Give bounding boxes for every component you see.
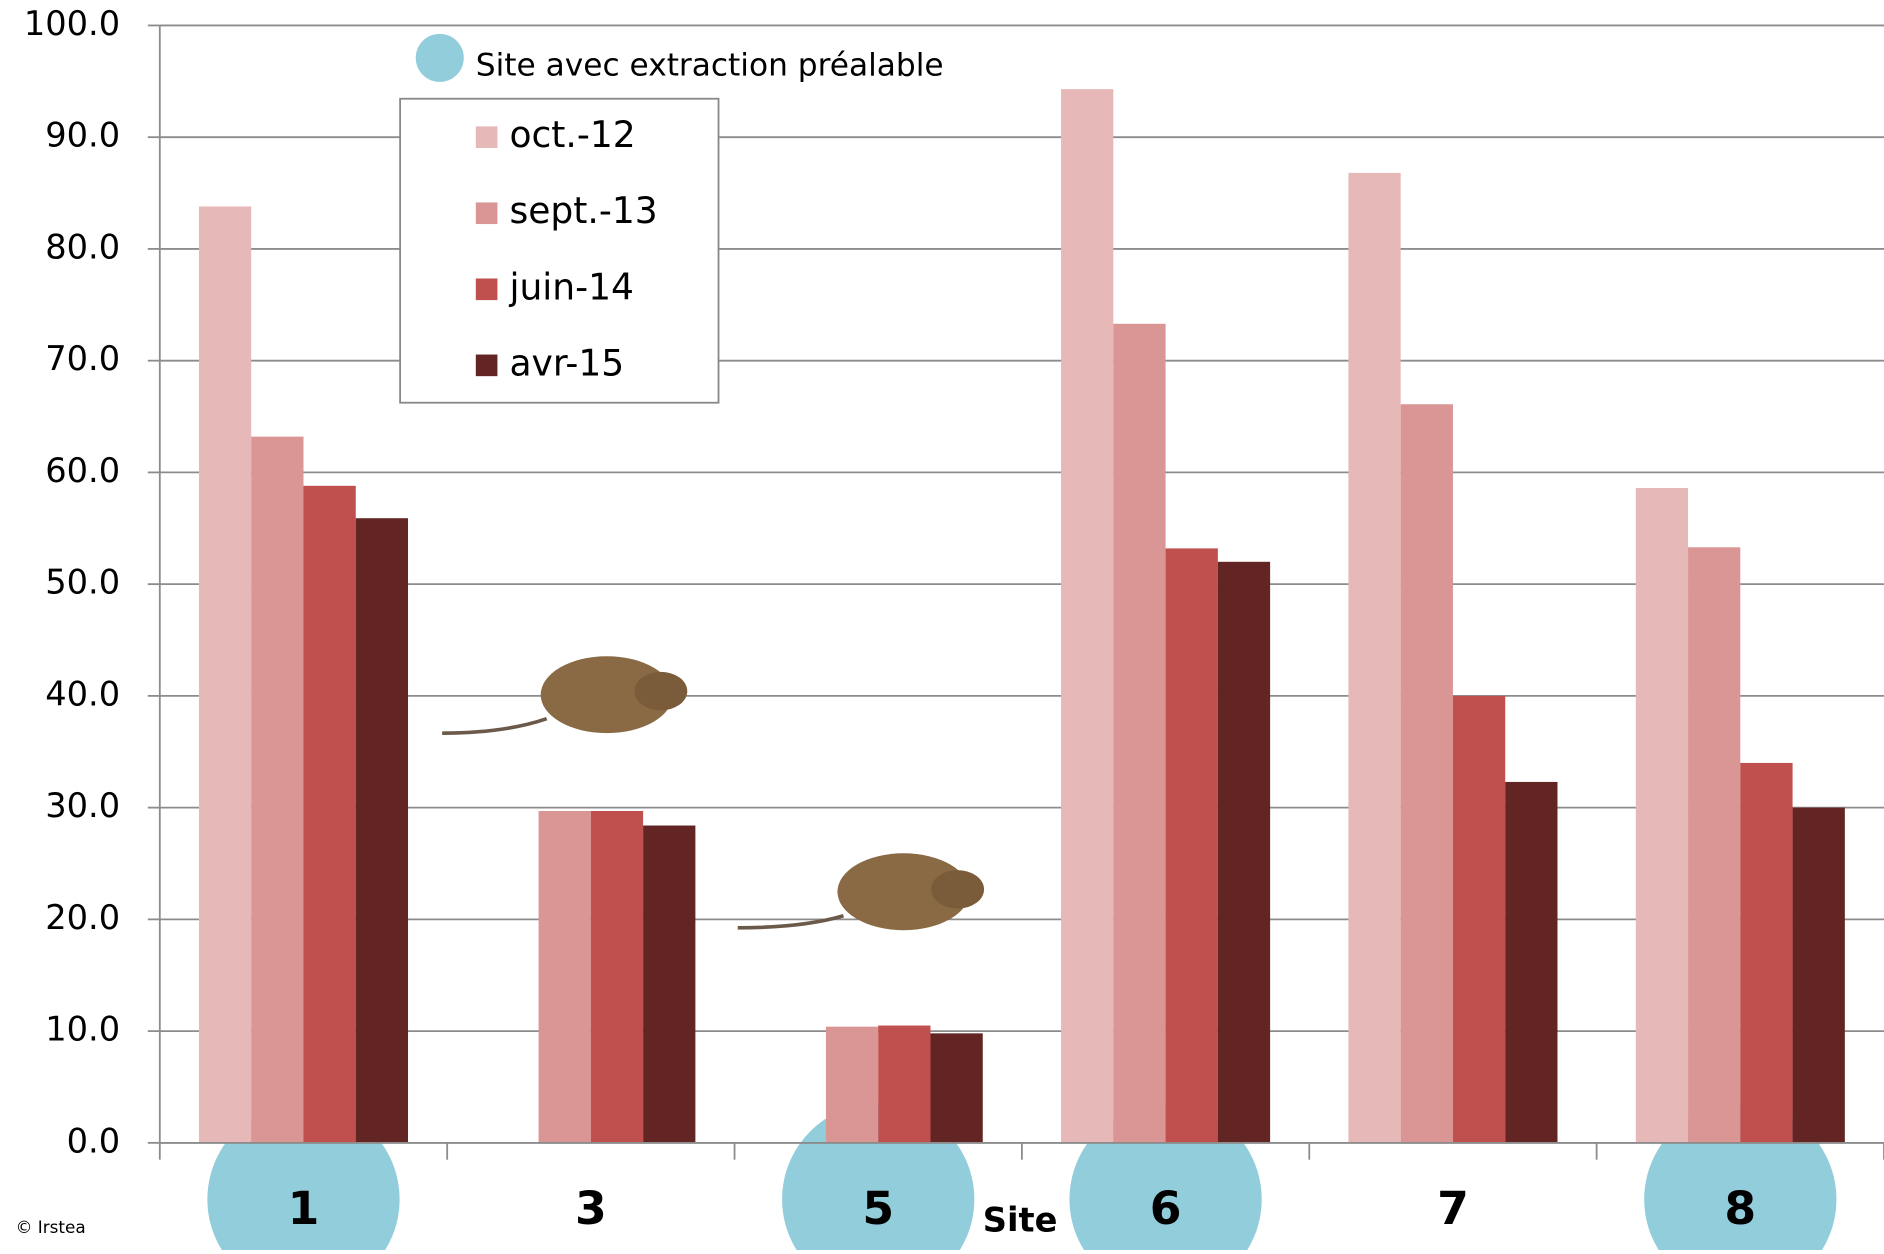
y-tick-label: 60.0 <box>45 451 120 490</box>
bar <box>1792 807 1845 1143</box>
x-tick-label: 3 <box>575 1182 607 1235</box>
highlight-label: Site avec extraction préalable <box>476 47 944 83</box>
bar <box>1400 404 1453 1143</box>
bar <box>251 436 304 1143</box>
bar <box>643 825 696 1143</box>
bar <box>1740 762 1793 1143</box>
x-tick-label: 5 <box>862 1182 894 1235</box>
bar <box>1061 89 1114 1143</box>
bar <box>878 1025 931 1143</box>
bar <box>1113 323 1166 1143</box>
legend-label: avr-15 <box>509 343 624 384</box>
x-tick-label: 1 <box>288 1182 320 1235</box>
y-tick-label: 10.0 <box>45 1010 120 1049</box>
bar <box>1348 172 1401 1143</box>
y-tick-label: 20.0 <box>45 898 120 937</box>
bar <box>1688 547 1741 1143</box>
y-tick-label: 90.0 <box>45 116 120 155</box>
bar <box>1505 781 1558 1143</box>
bar <box>1165 548 1218 1143</box>
bar <box>930 1033 983 1143</box>
bar <box>538 810 591 1143</box>
bar <box>1217 561 1271 1143</box>
y-tick-label: 50.0 <box>45 563 120 602</box>
bar <box>1452 695 1506 1143</box>
bar <box>303 485 356 1143</box>
highlight-legend-marker <box>415 33 464 82</box>
legend-swatch <box>475 126 498 148</box>
legend-swatch <box>475 278 498 301</box>
legend-label: oct.-12 <box>509 115 635 156</box>
x-tick-label: 8 <box>1724 1182 1756 1235</box>
rodent <box>737 853 985 931</box>
y-tick-label: 0.0 <box>67 1121 120 1160</box>
rodent <box>442 656 688 735</box>
legend-label: sept.-13 <box>509 191 657 232</box>
x-tick-label: 6 <box>1150 1182 1182 1235</box>
y-tick-label: 70.0 <box>45 339 120 378</box>
y-tick-label: 100.0 <box>24 4 120 43</box>
x-axis-label: Site <box>983 1201 1058 1240</box>
y-tick-label: 80.0 <box>45 227 120 266</box>
y-tick-label: 30.0 <box>45 786 120 825</box>
legend-box <box>399 97 720 404</box>
bar <box>198 206 252 1143</box>
bar <box>590 810 644 1143</box>
x-tick-label: 7 <box>1437 1182 1469 1235</box>
credit: © Irstea <box>16 1217 86 1237</box>
y-tick-label: 40.0 <box>45 674 120 713</box>
bar <box>355 518 409 1143</box>
legend-swatch <box>475 202 498 225</box>
bar <box>1635 488 1689 1143</box>
legend-swatch <box>475 354 498 377</box>
bar <box>825 1026 879 1143</box>
legend-label: juin-14 <box>508 267 634 308</box>
